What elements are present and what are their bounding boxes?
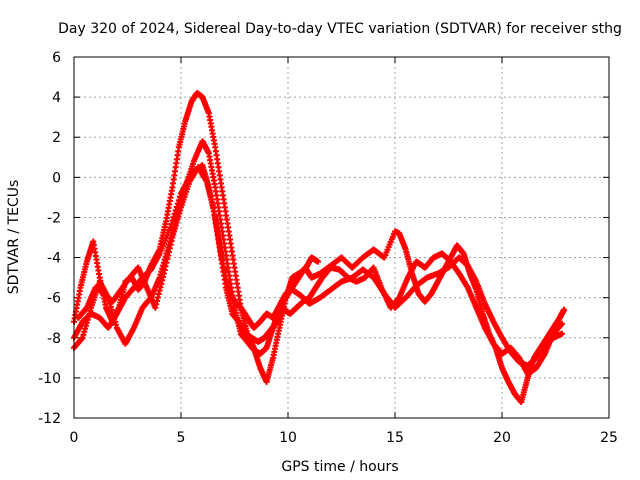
data-point [561,306,568,313]
x-tick-label: 20 [493,430,511,446]
x-axis-label: GPS time / hours [281,459,398,475]
series-track-a [71,90,321,385]
data-point [170,214,177,221]
data-point [175,197,182,204]
x-tick-label: 10 [279,430,297,446]
data-point [314,258,321,265]
data-point [558,320,565,327]
y-tick-label: -12 [38,411,61,427]
y-tick-label: 0 [52,170,61,186]
x-tick-label: 0 [70,430,79,446]
y-tick-label: -6 [47,291,61,307]
data-point [173,204,180,211]
data-points [71,90,568,405]
plot-frame [73,56,610,419]
y-tick-label: -2 [47,210,61,226]
y-tick-label: 2 [52,130,61,146]
chart-title: Day 320 of 2024, Sidereal Day-to-day VTE… [58,21,622,37]
y-tick-label: -4 [47,251,61,267]
y-tick-label: -10 [38,371,61,387]
series-track-d [71,162,565,369]
y-tick-label: 4 [52,90,61,106]
data-point [168,221,175,228]
data-point [167,224,174,231]
data-point [172,207,179,214]
y-axis-ticks: -12 -10 -8 -6 -4 -2 0 2 4 6 [38,50,609,427]
data-point [558,330,565,337]
data-point [171,210,178,217]
data-point [169,217,176,224]
x-axis-ticks: 0 5 10 15 20 25 [70,57,618,446]
y-axis-label: SDTVAR / TECUs [6,180,22,295]
x-tick-label: 25 [600,430,618,446]
x-tick-label: 15 [386,430,404,446]
data-point [176,193,183,200]
y-tick-label: 6 [52,50,61,66]
data-point [174,200,181,207]
x-tick-label: 5 [177,430,186,446]
y-tick-label: -8 [47,331,61,347]
